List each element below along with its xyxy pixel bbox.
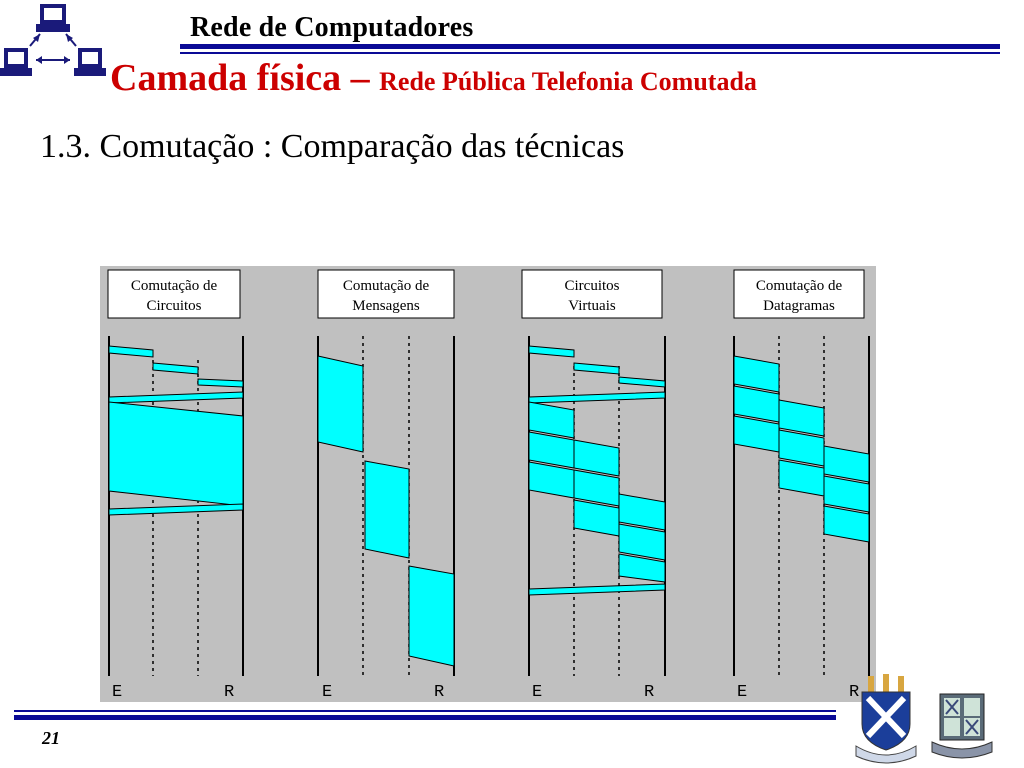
packet — [573, 439, 620, 477]
message-block — [317, 355, 364, 453]
release-signal — [108, 503, 244, 516]
slide-title-sub: Rede Pública Telefonia Comutada — [379, 67, 757, 96]
receiver-label: R — [644, 683, 654, 702]
faculty-crest-icon — [931, 693, 993, 759]
panel-message-switching: Comutação de Mensagens E R — [317, 269, 455, 702]
ack-signal — [108, 391, 244, 404]
setup-signal — [573, 362, 620, 375]
panel-label-box — [317, 269, 455, 319]
panel-label-line1: Comutação de — [343, 278, 430, 294]
message-block — [408, 565, 455, 667]
datagram — [778, 399, 825, 437]
ack-signal — [528, 391, 666, 404]
datagram — [823, 475, 870, 513]
panel-label-box — [733, 269, 865, 319]
panel-virtual-circuits: Circuitos Virtuais E R — [521, 269, 666, 702]
packet — [618, 553, 666, 583]
datagram — [733, 355, 780, 393]
panel-label-line2: Mensagens — [352, 298, 420, 314]
setup-signal — [528, 345, 575, 358]
course-title: Rede de Computadores — [190, 12, 474, 43]
packet — [618, 493, 666, 531]
panel-label-line2: Virtuais — [568, 298, 616, 314]
sender-label: E — [112, 683, 122, 702]
data-transfer — [108, 401, 244, 507]
message-block — [364, 460, 410, 559]
datagram — [823, 505, 870, 543]
release-signal — [528, 583, 666, 596]
panel-label-line1: Comutação de — [131, 278, 218, 294]
panel-label-line1: Comutação de — [756, 278, 843, 294]
datagram — [823, 445, 870, 483]
header-rule-thick — [180, 44, 1000, 49]
panel-label-box — [521, 269, 663, 319]
panel-label-line1: Circuitos — [565, 278, 620, 294]
page-number: 21 — [42, 728, 60, 748]
footer-rule-thick — [14, 715, 836, 720]
receiver-label: R — [849, 683, 859, 702]
panel-datagram-switching: Comutação de Datagramas E R — [733, 269, 870, 702]
slide-title-main: Camada física – — [110, 57, 380, 99]
network-computers-icon — [0, 4, 106, 76]
sender-label: E — [532, 683, 542, 702]
header-rule-thin — [180, 52, 1000, 54]
slide-title: Camada física – Rede Pública Telefonia C… — [110, 56, 757, 100]
panel-circuit-switching: Comutação de Circuitos E R — [107, 269, 244, 702]
footer-rule-thin — [14, 710, 836, 712]
setup-signal — [108, 345, 154, 358]
setup-signal — [152, 362, 199, 375]
sender-label: E — [322, 683, 332, 702]
panel-label-box — [107, 269, 241, 319]
packet — [528, 401, 575, 439]
setup-signal — [197, 378, 244, 388]
university-crest-icon — [855, 674, 917, 764]
packet — [618, 523, 666, 561]
setup-signal — [618, 376, 666, 388]
panel-label-line2: Datagramas — [763, 298, 835, 314]
receiver-label: R — [434, 683, 444, 702]
section-heading: 1.3. Comutação : Comparação das técnicas — [40, 128, 625, 165]
panel-label-line2: Circuitos — [147, 298, 202, 314]
sender-label: E — [737, 683, 747, 702]
receiver-label: R — [224, 683, 234, 702]
switching-comparison-diagram: Comutação de Circuitos E R Comutação de … — [100, 266, 876, 702]
